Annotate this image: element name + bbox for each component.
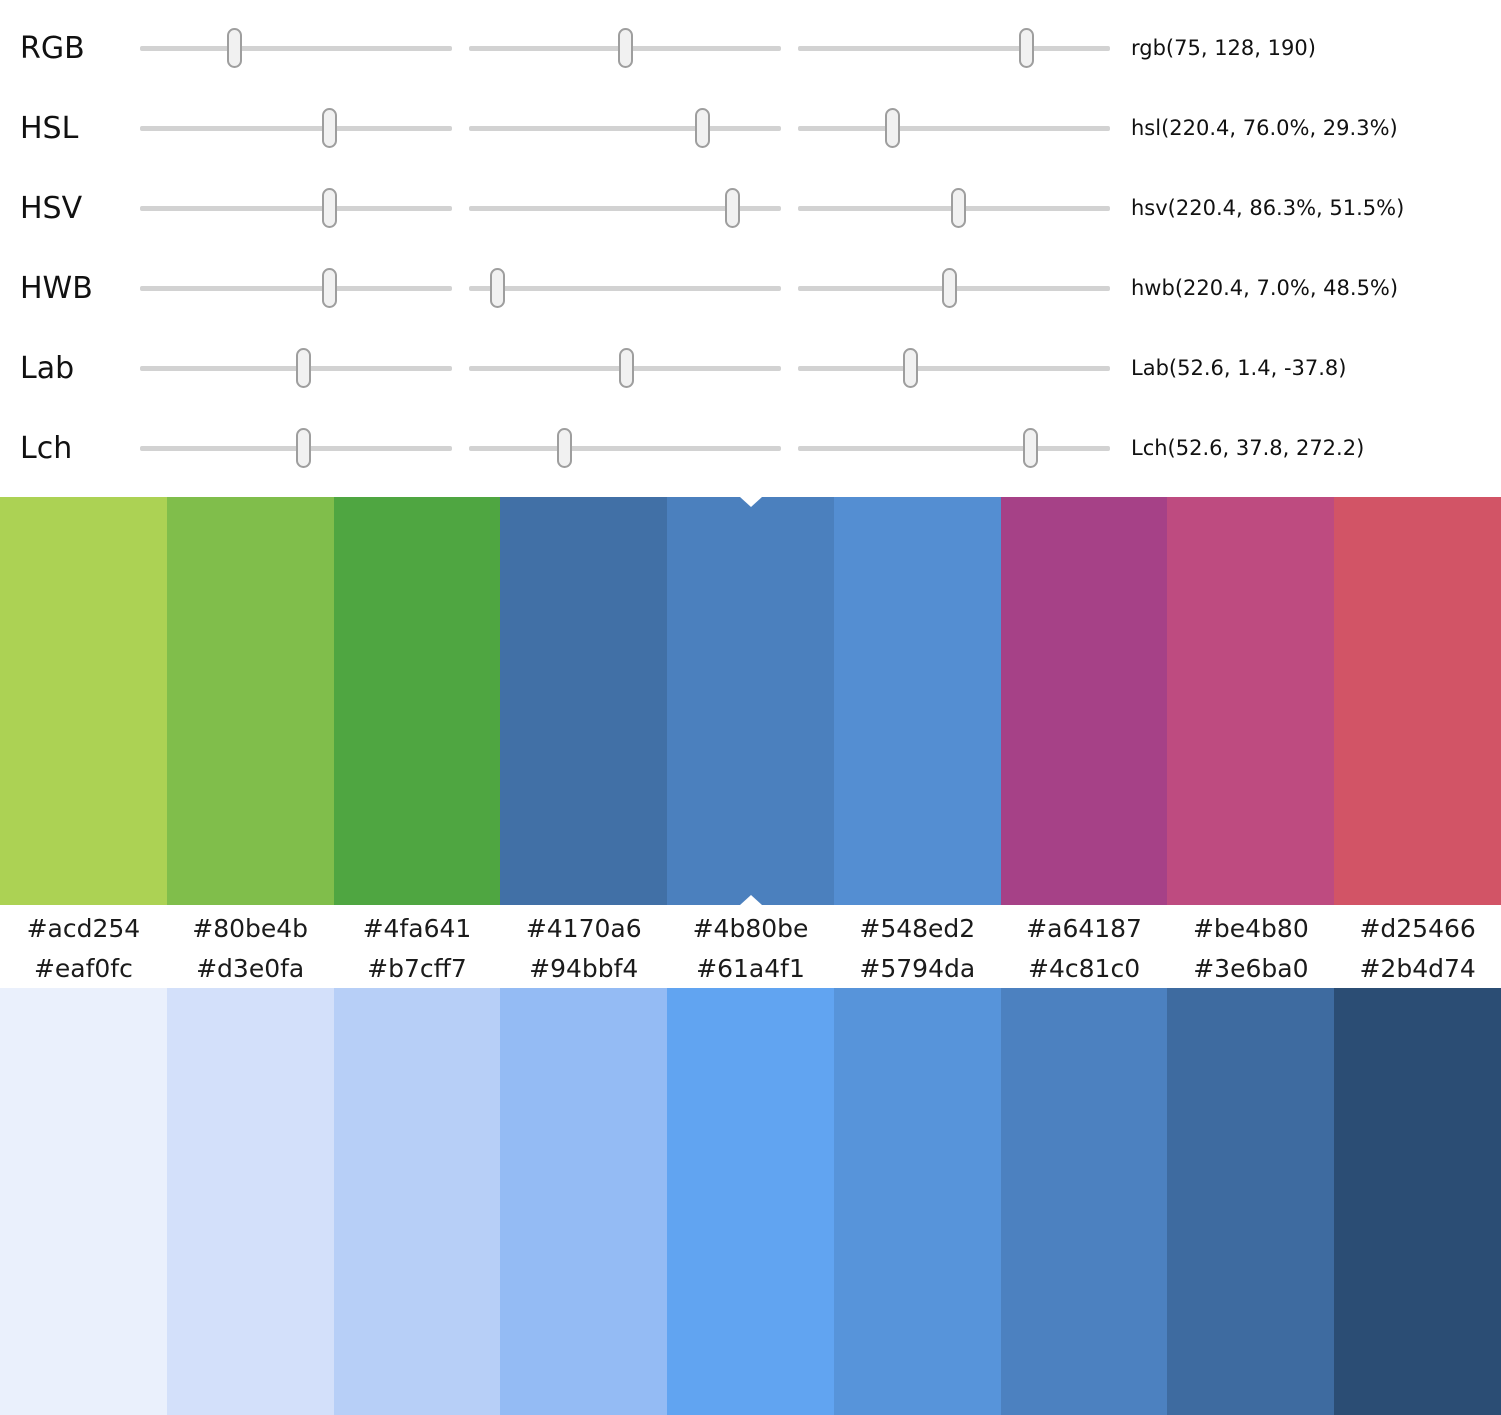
slider-thumb[interactable] <box>296 428 312 468</box>
slider-track[interactable] <box>469 428 781 468</box>
color-model-label: Lab <box>20 350 75 386</box>
slider-track[interactable] <box>798 348 1110 388</box>
hex-label: #d3e0fa <box>196 953 305 983</box>
slider-thumb[interactable] <box>902 348 918 388</box>
palette-swatch[interactable] <box>333 497 501 905</box>
palette-swatch[interactable] <box>0 988 167 1415</box>
slider-thumb[interactable] <box>296 348 312 388</box>
hex-label: #2b4d74 <box>1359 953 1476 983</box>
slider-track[interactable] <box>140 188 452 228</box>
palette-swatch[interactable] <box>500 988 668 1415</box>
color-value-text: hsl(220.4, 76.0%, 29.3%) <box>1131 116 1398 140</box>
hex-label: #4b80be <box>692 913 809 943</box>
slider-thumb[interactable] <box>1022 428 1038 468</box>
hex-label: #eaf0fc <box>33 953 133 983</box>
slider-thumb[interactable] <box>950 188 966 228</box>
hue-variants-palette <box>0 497 1501 905</box>
palette-swatch[interactable] <box>1167 988 1335 1415</box>
palette-swatch[interactable] <box>166 497 334 905</box>
slider-row-lab: Lab Lab(52.6, 1.4, -37.8) <box>0 328 1501 408</box>
palette-swatch[interactable] <box>166 988 334 1415</box>
hex-label: #acd254 <box>26 913 141 943</box>
palette-swatch[interactable] <box>667 497 834 905</box>
slider-thumb[interactable] <box>321 188 337 228</box>
hex-label: #4170a6 <box>525 913 642 943</box>
hex-label: #4c81c0 <box>1028 953 1141 983</box>
palette-swatch[interactable] <box>833 497 1001 905</box>
slider-track[interactable] <box>469 188 781 228</box>
palette-swatch[interactable] <box>0 497 167 905</box>
color-value-text: hwb(220.4, 7.0%, 48.5%) <box>1131 276 1399 300</box>
palette-swatch[interactable] <box>1000 988 1168 1415</box>
slider-row-rgb: RGB rgb(75, 128, 190) <box>0 8 1501 88</box>
slider-thumb[interactable] <box>1019 28 1035 68</box>
slider-thumb[interactable] <box>556 428 572 468</box>
hex-label: #4fa641 <box>362 913 472 943</box>
slider-row-lch: Lch Lch(52.6, 37.8, 272.2) <box>0 408 1501 488</box>
slider-thumb[interactable] <box>321 108 337 148</box>
hex-label: #a64187 <box>1026 913 1142 943</box>
hex-label: #d25466 <box>1359 913 1476 943</box>
palette-swatch[interactable] <box>667 988 834 1415</box>
hex-label: #5794da <box>859 953 976 983</box>
palette-swatch[interactable] <box>1334 497 1501 905</box>
slider-panel: RGB rgb(75, 128, 190) HSL hsl(220.4, 76.0%,… <box>0 0 1501 488</box>
slider-track[interactable] <box>140 348 452 388</box>
hex-label: #be4b80 <box>1192 913 1309 943</box>
slider-row-hsv: HSV hsv(220.4, 86.3%, 51.5%) <box>0 168 1501 248</box>
hue-variants-hex-labels: #acd254 #80be4b #4fa641 #4170a6 #4b80be #548e… <box>0 905 1501 948</box>
slider-thumb[interactable] <box>619 348 635 388</box>
slider-track[interactable] <box>469 28 781 68</box>
slider-track[interactable] <box>798 108 1110 148</box>
slider-track[interactable] <box>140 428 452 468</box>
slider-thumb[interactable] <box>227 28 243 68</box>
color-model-label: HSL <box>20 110 79 146</box>
color-model-label: Lch <box>20 430 73 466</box>
slider-row-hsl: HSL hsl(220.4, 76.0%, 29.3%) <box>0 88 1501 168</box>
slider-row-hwb: HWB hwb(220.4, 7.0%, 48.5%) <box>0 248 1501 328</box>
palette-swatch[interactable] <box>833 988 1001 1415</box>
hex-label: #80be4b <box>192 913 309 943</box>
slider-thumb[interactable] <box>694 108 710 148</box>
hex-label: #94bbf4 <box>529 953 639 983</box>
slider-track[interactable] <box>140 28 452 68</box>
slider-thumb[interactable] <box>618 28 634 68</box>
color-model-label: HSV <box>20 190 83 226</box>
slider-track[interactable] <box>798 428 1110 468</box>
selected-color-notch-top <box>739 497 762 507</box>
color-value-text: hsv(220.4, 86.3%, 51.5%) <box>1131 196 1405 220</box>
slider-track[interactable] <box>140 108 452 148</box>
palette-swatch[interactable] <box>1334 988 1501 1415</box>
palette-swatch[interactable] <box>500 497 668 905</box>
color-model-label: RGB <box>20 30 85 66</box>
slider-thumb[interactable] <box>321 268 337 308</box>
tints-shades-palette <box>0 988 1501 1415</box>
slider-track[interactable] <box>798 28 1110 68</box>
palette-swatch[interactable] <box>1000 497 1168 905</box>
slider-track[interactable] <box>469 268 781 308</box>
hex-label: #b7cff7 <box>367 953 467 983</box>
palette-swatch[interactable] <box>333 988 501 1415</box>
slider-track[interactable] <box>798 188 1110 228</box>
slider-track[interactable] <box>469 348 781 388</box>
palette-swatch[interactable] <box>1167 497 1335 905</box>
color-value-text: Lch(52.6, 37.8, 272.2) <box>1131 436 1365 460</box>
color-value-text: rgb(75, 128, 190) <box>1131 36 1316 60</box>
slider-track[interactable] <box>140 268 452 308</box>
slider-thumb[interactable] <box>489 268 505 308</box>
selected-color-notch-bottom <box>739 895 762 905</box>
hex-label: #61a4f1 <box>696 953 805 983</box>
slider-thumb[interactable] <box>942 268 958 308</box>
slider-track[interactable] <box>798 268 1110 308</box>
hex-label: #548ed2 <box>859 913 976 943</box>
color-value-text: Lab(52.6, 1.4, -37.8) <box>1131 356 1347 380</box>
hex-label: #3e6ba0 <box>1193 953 1309 983</box>
color-model-label: HWB <box>20 270 93 306</box>
slider-thumb[interactable] <box>885 108 901 148</box>
slider-thumb[interactable] <box>725 188 741 228</box>
tints-shades-hex-labels: #eaf0fc #d3e0fa #b7cff7 #94bbf4 #61a4f1 #5794… <box>0 948 1501 988</box>
slider-track[interactable] <box>469 108 781 148</box>
